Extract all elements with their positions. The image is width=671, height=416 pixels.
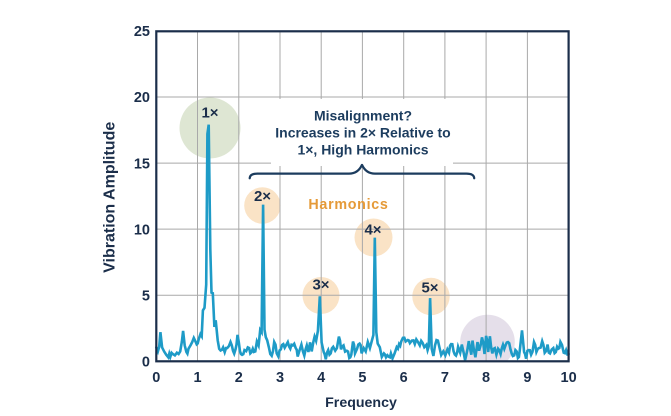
svg-text:7: 7 bbox=[441, 370, 449, 386]
svg-text:5×: 5× bbox=[421, 279, 438, 296]
svg-text:5: 5 bbox=[142, 288, 150, 304]
svg-text:0: 0 bbox=[142, 355, 150, 371]
svg-text:10: 10 bbox=[561, 370, 577, 386]
svg-text:Vibration Amplitude: Vibration Amplitude bbox=[102, 122, 119, 273]
svg-text:1: 1 bbox=[193, 370, 201, 386]
svg-text:0: 0 bbox=[152, 370, 160, 386]
svg-text:4: 4 bbox=[317, 370, 325, 386]
svg-text:8: 8 bbox=[482, 370, 490, 386]
svg-text:10: 10 bbox=[134, 222, 150, 238]
svg-text:3: 3 bbox=[276, 370, 284, 386]
svg-text:9: 9 bbox=[523, 370, 531, 386]
svg-text:15: 15 bbox=[134, 156, 150, 172]
svg-text:Harmonics: Harmonics bbox=[308, 197, 388, 213]
svg-text:20: 20 bbox=[134, 90, 150, 106]
svg-text:1×: 1× bbox=[201, 104, 218, 121]
svg-text:6: 6 bbox=[400, 370, 408, 386]
svg-text:25: 25 bbox=[134, 24, 150, 40]
svg-text:3×: 3× bbox=[312, 277, 329, 294]
svg-text:2: 2 bbox=[235, 370, 243, 386]
svg-text:Increases in 2× Relative to: Increases in 2× Relative to bbox=[275, 124, 450, 140]
svg-text:Frequency: Frequency bbox=[325, 395, 397, 411]
svg-text:Misalignment?: Misalignment? bbox=[314, 108, 412, 124]
svg-text:4×: 4× bbox=[364, 221, 381, 238]
svg-text:1×, High Harmonics: 1×, High Harmonics bbox=[297, 141, 428, 157]
svg-text:5: 5 bbox=[358, 370, 366, 386]
svg-text:2×: 2× bbox=[254, 188, 271, 205]
